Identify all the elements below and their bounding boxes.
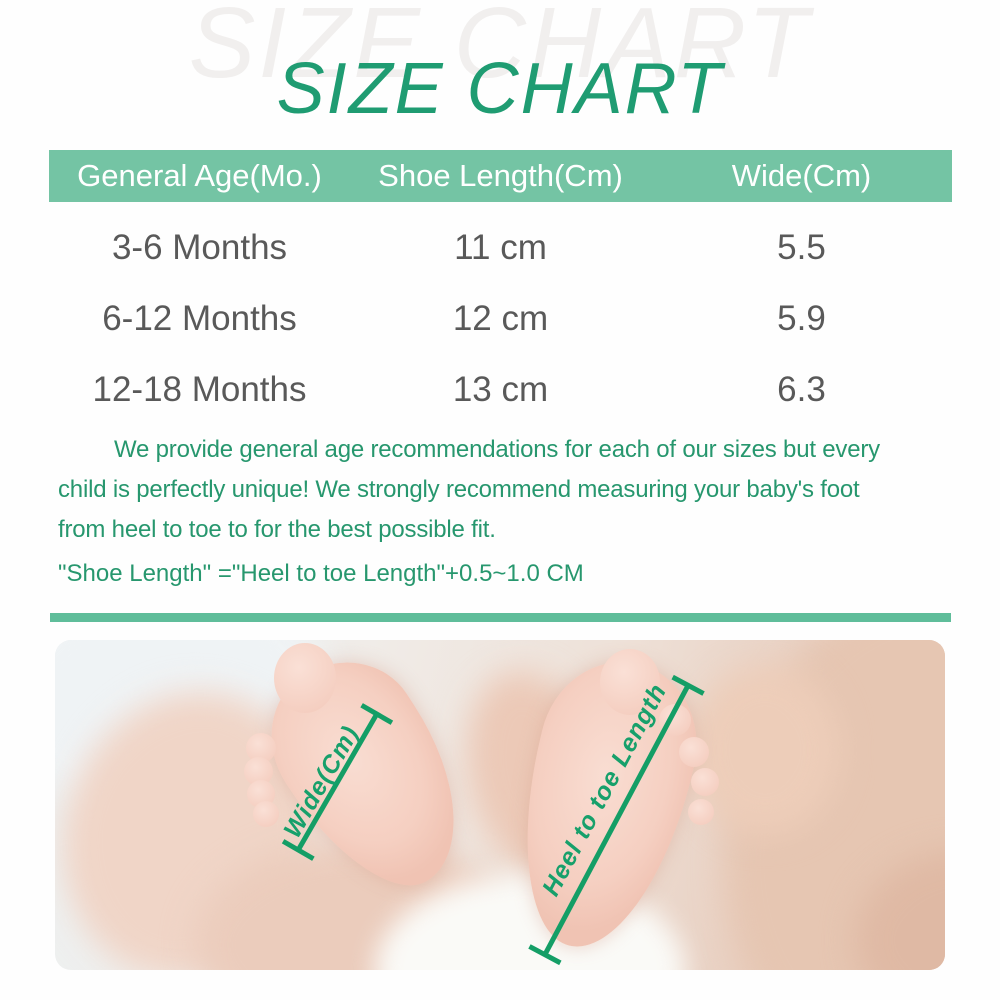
wide-cell: 5.9	[777, 298, 826, 338]
small-toe	[679, 737, 709, 767]
table-body: 3-6 Months 11 cm 5.5 6-12 Months 12 cm 5…	[49, 212, 952, 425]
section-divider	[50, 613, 951, 622]
table-row: 12-18 Months 13 cm 6.3	[49, 354, 952, 425]
age-cell: 12-18 Months	[92, 369, 307, 409]
column-header-length: Shoe Length(Cm)	[378, 158, 623, 193]
small-toe	[688, 799, 714, 825]
note-line: We provide general age recommendations f…	[114, 436, 880, 463]
column-header-wide: Wide(Cm)	[731, 158, 872, 193]
wide-cell: 6.3	[777, 369, 826, 409]
length-cell: 12 cm	[452, 298, 549, 338]
note-line: child is perfectly unique! We strongly r…	[58, 476, 860, 503]
table-row: 6-12 Months 12 cm 5.9	[49, 283, 952, 354]
small-toe	[691, 768, 719, 796]
size-table: General Age(Mo.) Shoe Length(Cm) Wide(Cm…	[49, 150, 952, 425]
baby-feet-measurement-photo: Wide(Cm) Heel to toe Length	[55, 640, 945, 970]
table-header-row: General Age(Mo.) Shoe Length(Cm) Wide(Cm…	[49, 150, 952, 202]
small-toe	[253, 801, 279, 827]
age-cell: 3-6 Months	[111, 227, 288, 267]
big-toe	[274, 643, 336, 713]
page-title: SIZE CHART	[276, 49, 724, 129]
big-toe	[600, 649, 660, 715]
note-line: from heel to toe to for the best possibl…	[58, 516, 496, 543]
adult-fingers-grip	[690, 665, 840, 835]
table-row: 3-6 Months 11 cm 5.5	[49, 212, 952, 283]
length-cell: 11 cm	[454, 227, 547, 267]
title-watermark: SIZE CHART	[188, 0, 812, 99]
age-cell: 6-12 Months	[102, 298, 297, 338]
wide-cell: 5.5	[777, 227, 826, 267]
shoe-length-formula: "Shoe Length" ="Heel to toe Length"+0.5~…	[58, 560, 584, 587]
column-header-age: General Age(Mo.)	[77, 158, 322, 193]
sizing-notes: We provide general age recommendations f…	[58, 430, 948, 594]
length-cell: 13 cm	[452, 369, 549, 409]
